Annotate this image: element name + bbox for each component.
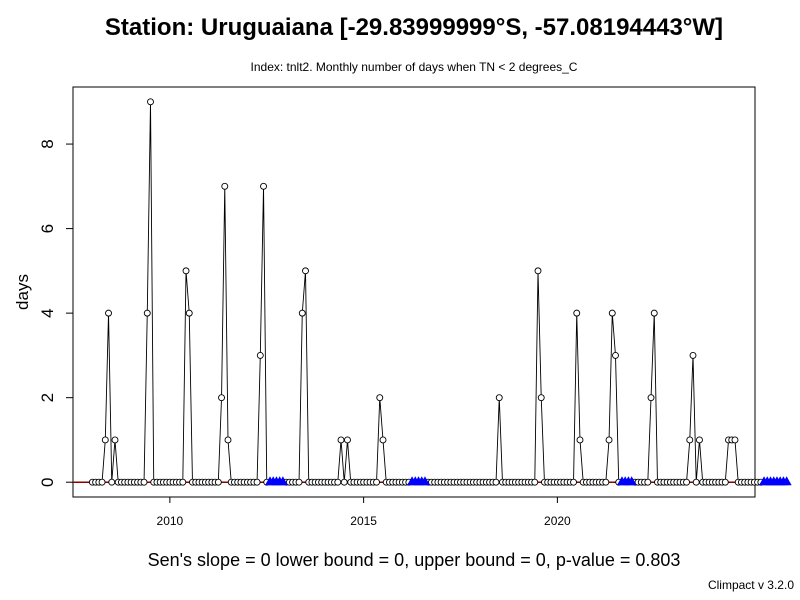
data-point	[143, 309, 151, 317]
series-segment	[92, 101, 268, 483]
data-point	[373, 478, 380, 486]
data-point	[185, 309, 193, 317]
data-point	[111, 436, 119, 444]
missing-markers	[264, 476, 792, 486]
data-point	[179, 478, 187, 486]
data-point	[340, 478, 348, 486]
data-point	[576, 436, 584, 444]
x-tick-label: 2010	[157, 514, 184, 528]
y-tick-label: 4	[38, 308, 57, 317]
missing-marker	[277, 476, 288, 486]
chart-title: Station: Uruguaiana [-29.83999999°S, -57…	[104, 14, 724, 41]
data-point	[721, 478, 729, 486]
plot-frame	[72, 86, 756, 498]
data-point	[256, 351, 264, 359]
data-point	[602, 478, 610, 486]
data-point	[140, 478, 148, 486]
data-point	[696, 436, 703, 444]
data-point	[253, 478, 261, 486]
data-point	[214, 478, 222, 486]
data-point	[337, 436, 345, 444]
x-axis: 2010 2015 2020	[157, 496, 571, 528]
data-point	[218, 394, 225, 402]
data-point	[570, 478, 577, 486]
data-point	[98, 478, 106, 486]
series-segment	[428, 270, 620, 483]
data-point	[379, 436, 387, 444]
data-point	[344, 436, 351, 444]
data-point	[147, 98, 154, 106]
missing-marker	[781, 476, 792, 486]
data-point	[376, 394, 384, 402]
data-point	[683, 478, 690, 486]
data-point	[492, 478, 500, 486]
data-point	[105, 309, 112, 317]
data-point	[608, 309, 616, 317]
data-point	[295, 478, 303, 486]
data-points	[88, 98, 765, 486]
data-point	[495, 394, 503, 402]
x-tick-label: 2015	[350, 514, 377, 528]
data-point	[650, 309, 658, 317]
software-credit: Climpact v 3.2.0	[707, 578, 794, 592]
series-segment	[286, 270, 409, 483]
data-point	[334, 478, 342, 486]
data-point	[302, 267, 309, 275]
data-point	[612, 351, 619, 359]
data-point	[647, 394, 655, 402]
y-axis: 0 2 4 6 8	[38, 139, 74, 487]
x-tick-label: 2020	[544, 514, 571, 528]
data-point	[224, 436, 232, 444]
data-point	[260, 182, 267, 190]
trend-statistics: Sen's slope = 0 lower bound = 0, upper b…	[147, 550, 681, 570]
data-point	[537, 394, 545, 402]
data-point	[605, 436, 613, 444]
series-line	[92, 101, 761, 483]
y-tick-label: 2	[38, 393, 57, 402]
data-point	[108, 478, 116, 486]
missing-marker	[626, 476, 637, 486]
data-point	[531, 478, 539, 486]
data-point	[298, 309, 306, 317]
data-point	[101, 436, 109, 444]
data-point	[182, 267, 190, 275]
data-point	[731, 436, 739, 444]
data-point	[644, 478, 652, 486]
y-axis-title: days	[13, 274, 32, 310]
y-tick-label: 6	[38, 224, 57, 233]
missing-marker	[419, 476, 430, 486]
data-point	[221, 182, 229, 190]
data-point	[686, 436, 694, 444]
chart-subtitle: Index: tnlt2. Monthly number of days whe…	[250, 60, 578, 74]
data-point	[534, 267, 542, 275]
data-point	[573, 309, 581, 317]
data-point	[692, 478, 700, 486]
data-point	[689, 351, 697, 359]
y-tick-label: 8	[38, 139, 57, 148]
y-tick-label: 0	[38, 477, 57, 486]
